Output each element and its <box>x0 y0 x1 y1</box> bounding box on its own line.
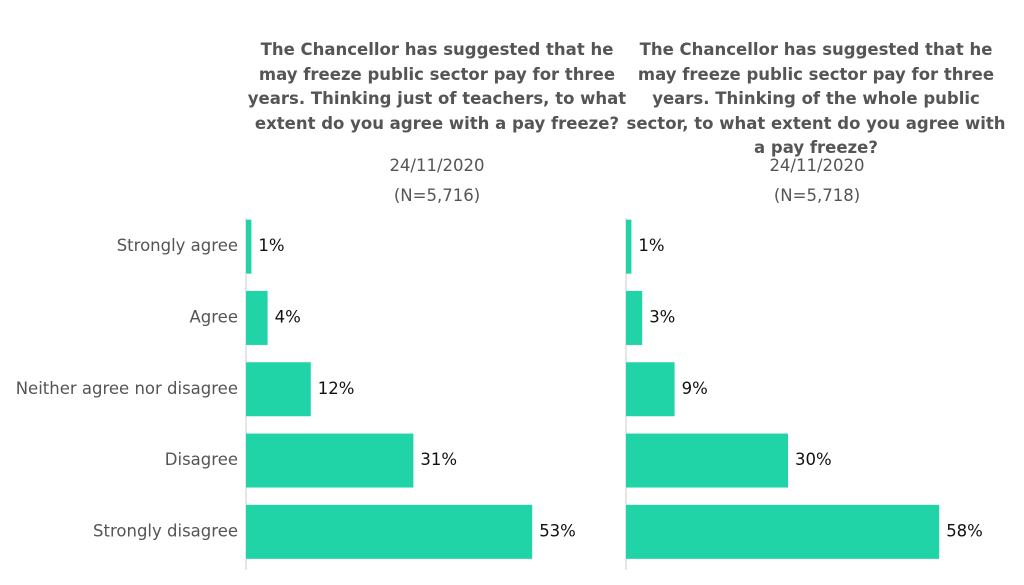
chart-subtitle: 24/11/2020 <box>389 156 485 175</box>
bar <box>626 504 940 559</box>
bar <box>626 362 675 417</box>
category-label: Strongly disagree <box>93 521 238 540</box>
value-label: 30% <box>795 450 832 469</box>
value-label: 31% <box>420 450 457 469</box>
category-label: Neither agree nor disagree <box>16 379 238 398</box>
category-label: Disagree <box>165 450 238 469</box>
value-label: 9% <box>682 379 708 398</box>
chart-title: The Chancellor has suggested that he may… <box>626 40 1006 157</box>
bar <box>246 362 311 417</box>
value-label: 1% <box>638 236 664 255</box>
bar <box>246 219 252 274</box>
value-label: 58% <box>946 521 983 540</box>
value-label: 4% <box>275 307 301 326</box>
value-label: 3% <box>649 307 675 326</box>
chart-subtitle: 24/11/2020 <box>769 156 865 175</box>
value-label: 53% <box>539 521 576 540</box>
bar <box>626 290 643 345</box>
bar <box>626 219 632 274</box>
value-label: 12% <box>318 379 355 398</box>
bar <box>246 504 533 559</box>
chart-note: (N=5,716) <box>393 186 481 205</box>
bar <box>626 433 788 488</box>
category-label: Strongly agree <box>117 236 238 255</box>
chart-note: (N=5,718) <box>773 186 861 205</box>
category-label: Agree <box>190 307 239 326</box>
chart-title: The Chancellor has suggested that he may… <box>247 40 627 133</box>
bar <box>246 290 268 345</box>
value-label: 1% <box>258 236 284 255</box>
bar <box>246 433 414 488</box>
